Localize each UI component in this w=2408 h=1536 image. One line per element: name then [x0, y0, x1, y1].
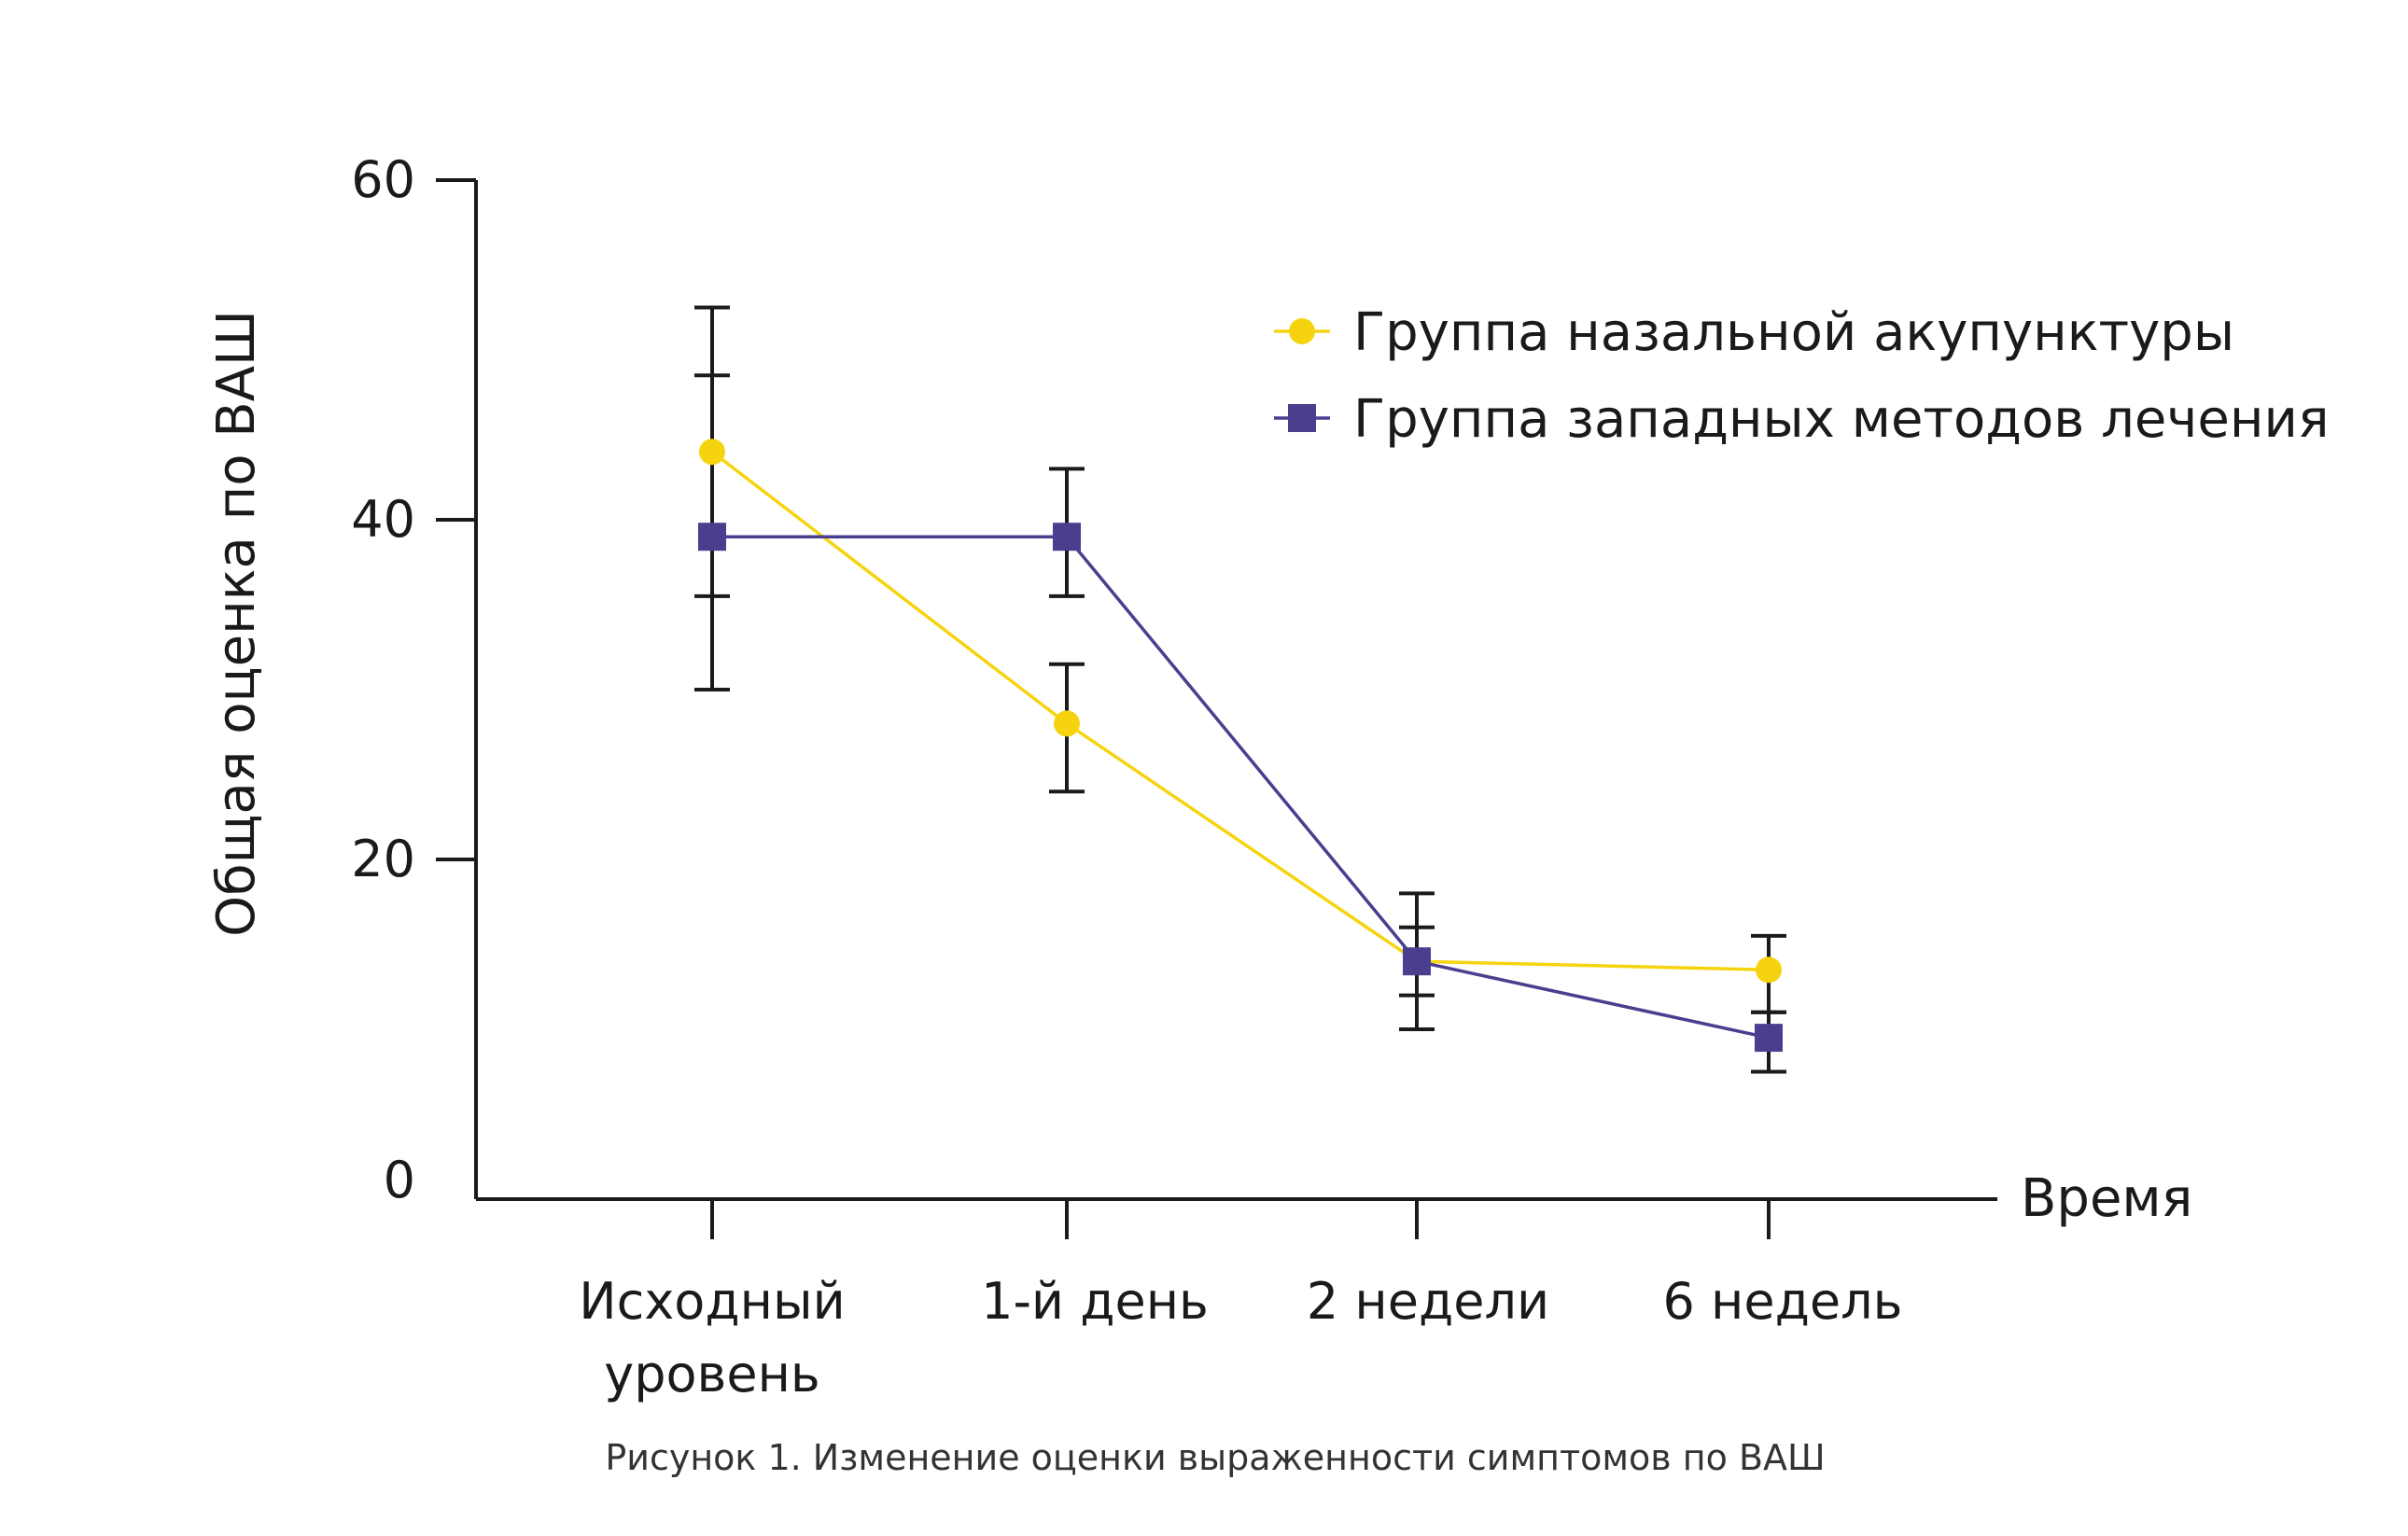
y-tick-label: 40 [351, 490, 415, 549]
figure-caption: Рисунок 1. Изменение оценки выраженности… [605, 1437, 1825, 1478]
legend-marker-1 [1289, 318, 1315, 344]
y-tick-label: 60 [351, 150, 415, 209]
legend-marker-2 [1288, 404, 1316, 432]
y-axis-title: Общая оценка по ВАШ [206, 310, 267, 937]
x-tick-label: уровень [604, 1345, 819, 1403]
x-tick-label: Исходный [579, 1272, 845, 1331]
x-axis-title: Время [2021, 1168, 2192, 1229]
data-point-series-1 [699, 439, 725, 466]
x-tick-label: 6 недель [1663, 1272, 1903, 1331]
y-tick-label: 0 [384, 1151, 415, 1209]
data-point-series-2 [1053, 523, 1081, 552]
data-point-series-1 [1054, 710, 1080, 737]
y-tick-label: 20 [351, 830, 415, 888]
data-point-series-1 [1756, 957, 1782, 984]
data-point-series-2 [698, 523, 726, 552]
x-tick-label: 2 недели [1307, 1272, 1549, 1331]
data-point-series-2 [1403, 947, 1431, 976]
series-line-1 [710, 450, 1770, 972]
x-tick-label: 1-й день [981, 1272, 1209, 1331]
data-point-series-2 [1755, 1024, 1783, 1053]
legend-label-1: Группа назальной акупунктуры [1353, 302, 2234, 363]
legend-label-2: Группа западных методов лечения [1353, 389, 2330, 450]
series-line-2 [712, 535, 1770, 1040]
